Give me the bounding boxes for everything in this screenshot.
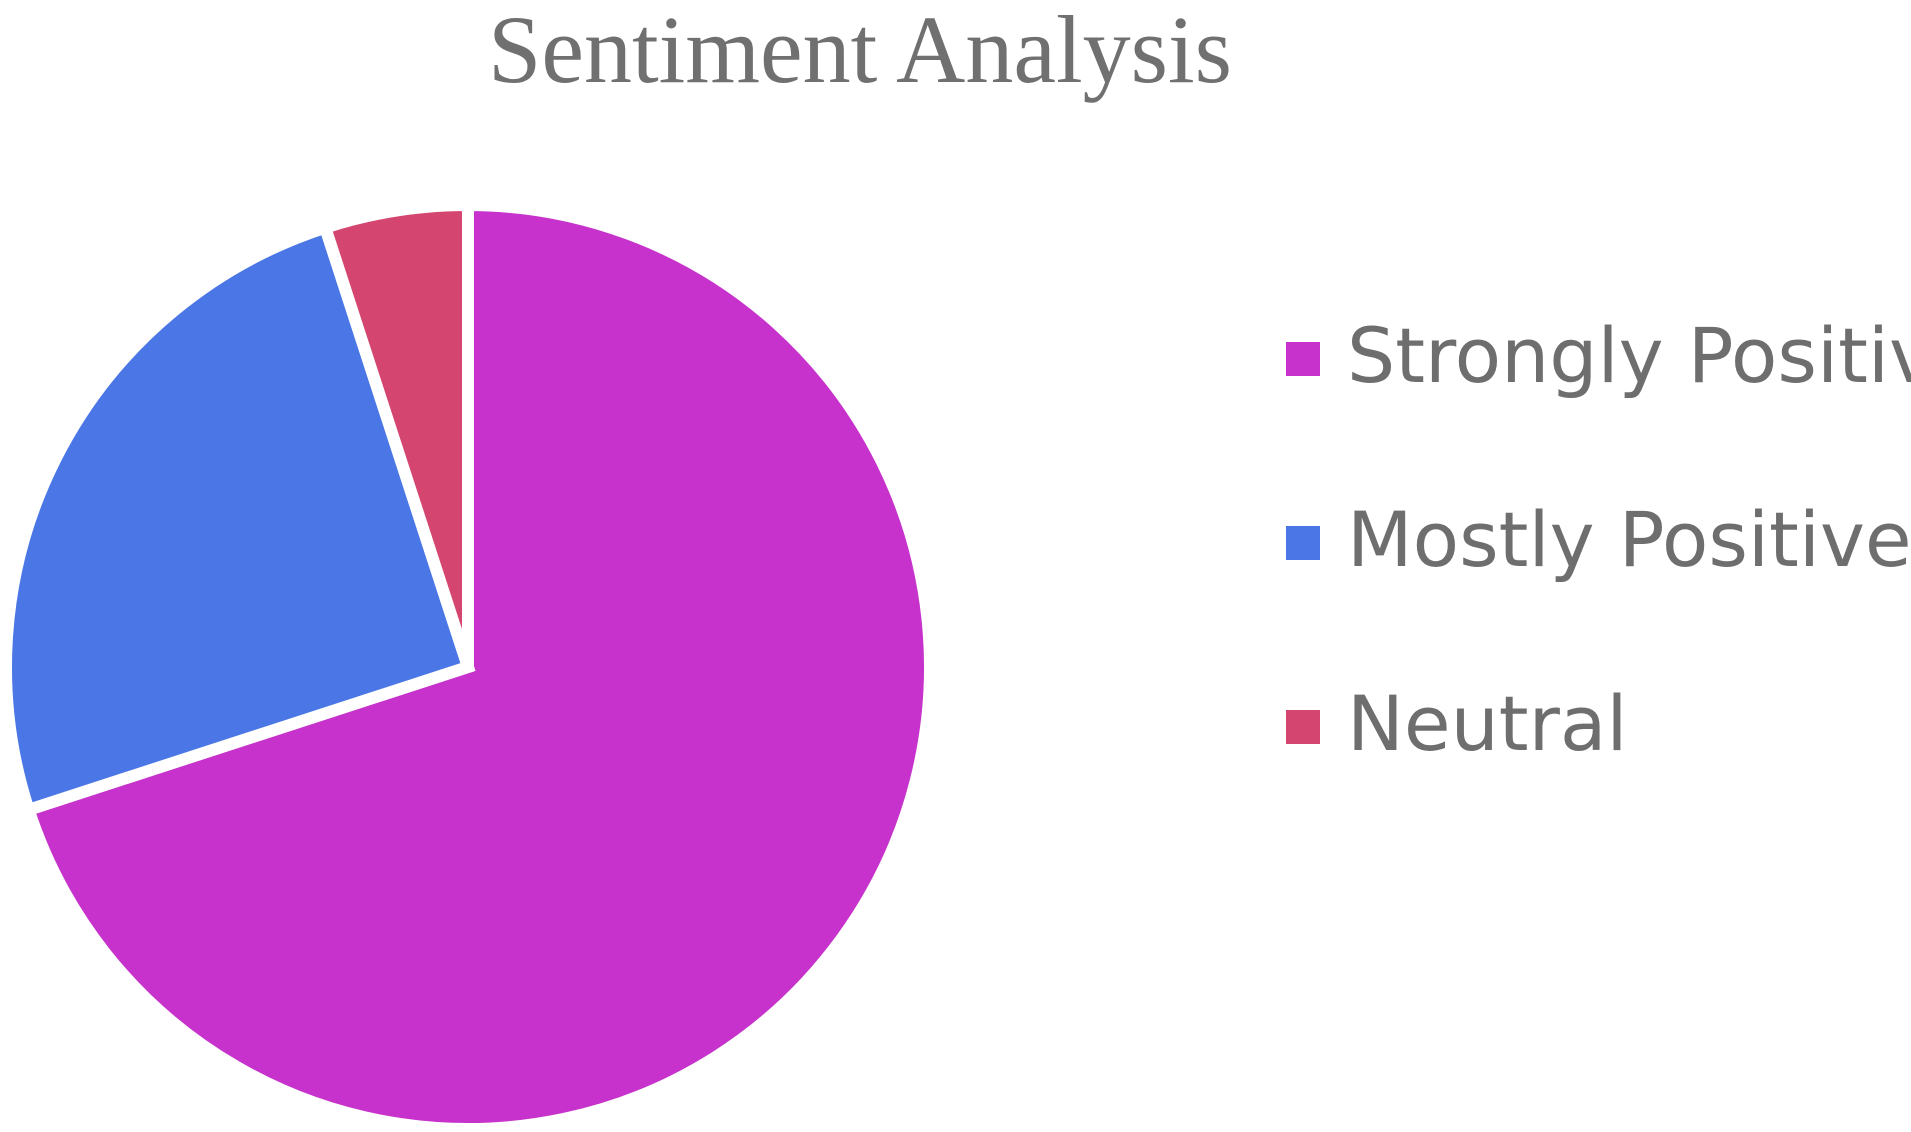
pie-slices <box>0 198 936 1132</box>
pie-slice-strongly-positive <box>21 198 936 1132</box>
legend-label-neutral: Neutral <box>1347 679 1628 768</box>
legend-label-strongly-positive: Strongly Positive <box>1347 311 1911 400</box>
legend-swatch-neutral <box>1286 710 1320 744</box>
legend-swatch-strongly-positive <box>1286 342 1320 376</box>
legend-label-mostly-positive: Mostly Positive <box>1347 495 1911 584</box>
legend-swatch-mostly-positive <box>1286 526 1320 560</box>
pie-slice-neutral <box>317 198 474 669</box>
pie-slice-mostly-positive <box>0 220 476 818</box>
chart-title: Sentiment Analysis <box>488 0 1232 103</box>
